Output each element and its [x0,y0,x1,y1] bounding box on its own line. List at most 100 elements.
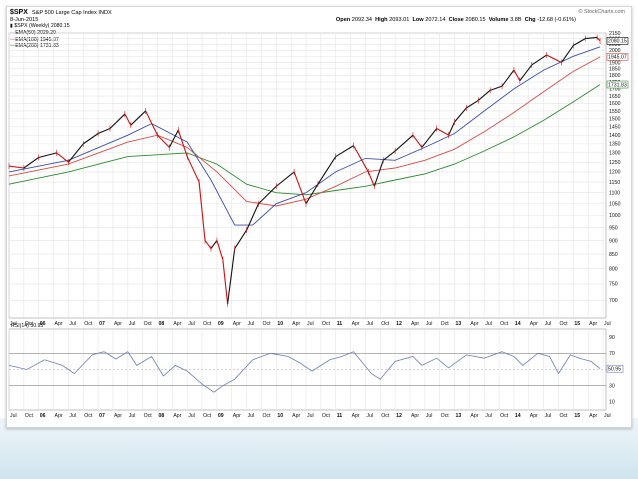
x-tick-label-bottom: Jul [307,413,314,419]
price-y-tick-label: 2000 [609,48,621,54]
price-segment [246,203,259,231]
x-tick-label-bottom: Apr [173,413,181,419]
x-tick-label: Oct [262,321,271,327]
x-tick-label-bottom: Oct [203,413,212,419]
volume-label: Volume [488,17,509,23]
x-tick-label-bottom: Apr [411,413,419,419]
high-value: 2093.01 [389,17,410,23]
x-tick-label: Jul [604,321,611,327]
price-y-tick-label: 1200 [609,170,621,176]
x-tick-label: Jul [366,321,373,327]
price-y-tick-label: 1800 [609,73,621,79]
price-y-tick-label: 750 [609,282,618,288]
price-segment [157,134,170,148]
x-tick-label: Apr [233,321,241,327]
close-value: 2080.15 [465,17,486,23]
price-gridlines [9,32,606,301]
price-y-tick-label: 1100 [609,190,620,196]
price-y-tick-label: 1250 [609,160,621,166]
price-y-tick-label: 1900 [609,60,621,66]
rsi-y-tick-label: 70 [609,351,615,357]
x-tick-label: Apr [173,321,181,327]
chart-date: 8-Jun-2015 [10,17,39,23]
x-tick-label-bottom: Oct [144,413,153,419]
x-tick-label: 11 [337,321,343,327]
price-panel-frame [8,32,607,319]
x-tick-label: Apr [352,321,360,327]
x-tick-label-bottom: 13 [456,413,462,419]
legend-price: ▮ $SPX (Weekly) 2080.15 [10,23,70,29]
price-segment [216,240,224,260]
x-tick-label-bottom: Jul [10,413,17,419]
x-tick-label-bottom: 12 [396,413,402,419]
x-tick-label: Oct [441,321,450,327]
legend-ema200-label: EMA(200) 1731.83 [15,43,59,50]
volume-value: 3.8B [510,17,522,23]
price-y-tick-label: 1500 [609,117,621,123]
price-y-tick-label: 1550 [609,109,621,115]
open-value: 2092.34 [351,17,373,23]
price-segment [124,113,132,126]
x-tick-label: 12 [396,321,402,327]
x-tick-label-bottom: Oct [25,413,34,419]
x-tick-label-bottom: Apr [233,413,241,419]
price-segment [421,128,438,148]
x-tick-label-bottom: 11 [337,413,343,419]
x-tick-label: Oct [203,321,212,327]
price-y-tick-label: 950 [609,225,618,231]
x-tick-label-bottom: Apr [292,413,300,419]
x-tick-label: Oct [559,321,568,327]
price-y-tick-label: 1700 [609,87,621,93]
x-tick-label: 13 [456,321,462,327]
x-tick-label: Apr [589,321,597,327]
x-tick-label-bottom: Jul [366,413,373,419]
x-tick-label: Oct [84,321,93,327]
low-value: 2072.14 [425,17,446,23]
x-tick-label-bottom: Oct [322,413,331,419]
x-tick-label-bottom: Oct [381,413,390,419]
low-label: Low [412,17,424,23]
x-tick-label: Oct [144,321,153,327]
price-y-tick-label: 1150 [609,180,620,186]
x-tick-label-bottom: Jul [248,413,255,419]
x-tick-label: Oct [381,321,390,327]
quote-summary: Open 2092.34 High 2093.01 Low 2072.14 Cl… [336,17,576,23]
price-segment [519,64,533,82]
price-y-tick-label: 1350 [609,142,621,148]
ema100-line [8,56,601,207]
price-segment [412,134,423,148]
x-tick-label: Jul [426,321,433,327]
price-y-tick-label: 850 [609,252,618,258]
price-segment [585,36,598,40]
price-segment [198,182,206,241]
x-tick-label: Jul [485,321,492,327]
rsi-value-tag: 50.95 [608,367,621,373]
price-segment [56,152,69,163]
price-y-tick-label: 800 [609,266,618,272]
x-tick-label: Apr [411,321,419,327]
x-tick-label: Jul [10,321,17,327]
x-tick-label-bottom: Oct [500,413,509,419]
x-tick-label-bottom: 14 [515,413,521,419]
x-tick-label-bottom: Apr [589,413,597,419]
price-y-tick-label: 1650 [609,94,621,100]
price-segment [293,171,307,204]
price-tag-ema100: 1945.07 [608,55,627,61]
price-y-tick-label: 2050 [609,42,621,48]
price-segment [367,171,375,187]
legend-price-label: $SPX (Weekly) 2080.15 [14,23,70,29]
price-y-tick-label: 1450 [609,125,621,131]
x-tick-label-bottom: Apr [114,413,122,419]
price-y-tick-label: 1850 [609,67,621,73]
legend-ema100-label: EMA(100) 1945.07 [15,36,59,43]
rsi-y-tick-label: 90 [609,335,615,341]
x-tick-label-bottom: Oct [262,413,271,419]
x-tick-label: 07 [99,321,105,327]
x-tick-label: Jul [248,321,255,327]
x-tick-label-bottom: 10 [277,413,283,419]
x-tick-label: 06 [40,321,46,327]
price-segment [335,145,354,158]
x-tick-label-bottom: Jul [485,413,492,419]
x-tick-label: Jul [69,321,76,327]
price-y-tick-label: 1050 [609,202,621,208]
